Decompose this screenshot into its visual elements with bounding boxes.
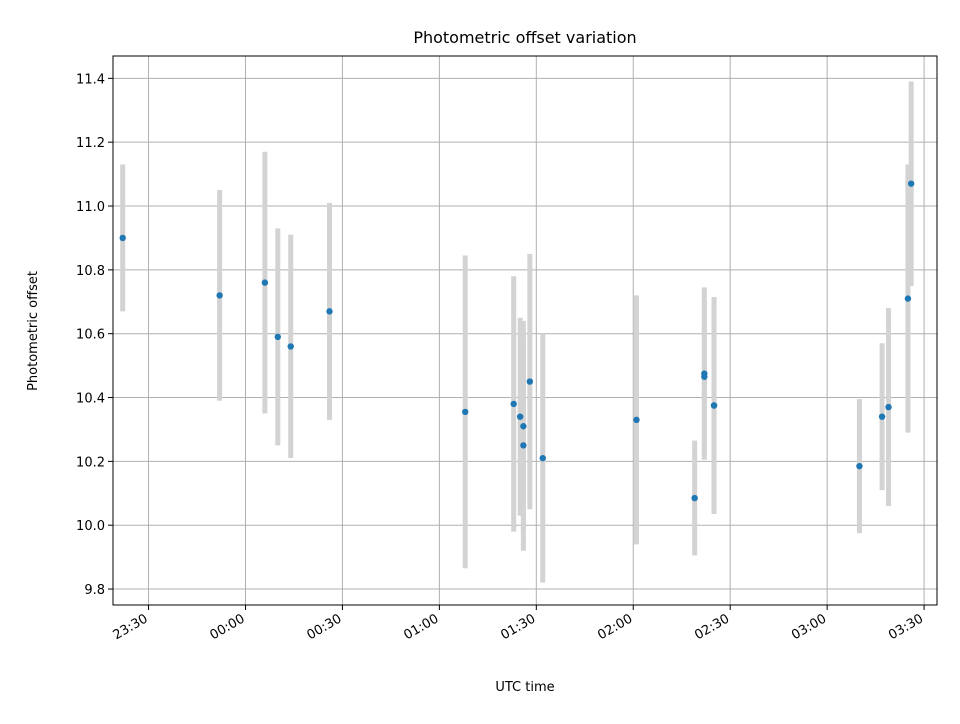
data-point (539, 454, 546, 462)
data-point (691, 494, 698, 502)
data-point (274, 333, 281, 341)
y-tick-label: 10.2 (76, 455, 105, 470)
data-point (216, 292, 223, 299)
data-point (520, 423, 527, 430)
data-point (516, 413, 524, 420)
data-points (119, 180, 915, 502)
data-point (701, 370, 708, 377)
y-tick-label: 11.2 (76, 136, 105, 151)
data-point (261, 279, 269, 286)
data-point (326, 308, 333, 315)
y-axis-label: Photometric offset (26, 271, 41, 391)
data-point (710, 402, 718, 409)
data-point (904, 295, 912, 302)
y-tick-label: 10.0 (76, 519, 105, 534)
data-point (119, 234, 126, 242)
y-tick-label: 11.4 (76, 72, 105, 87)
data-point (520, 442, 527, 449)
y-tick-label: 10.4 (76, 392, 105, 407)
y-tick-label: 10.8 (76, 264, 105, 279)
data-point (462, 408, 469, 416)
y-tick-label: 11.0 (76, 200, 105, 215)
x-axis-label: UTC time (495, 680, 554, 695)
y-tick-label: 9.8 (84, 583, 105, 598)
data-point (885, 403, 892, 411)
data-point (510, 400, 517, 408)
data-point (287, 343, 294, 350)
data-point (878, 413, 886, 420)
data-point (856, 462, 863, 470)
y-tick-label: 10.6 (76, 328, 105, 343)
plot-frame (112, 55, 938, 606)
chart-title: Photometric offset variation (413, 28, 636, 47)
data-point (907, 180, 915, 187)
data-point (633, 416, 640, 424)
data-point (526, 378, 534, 385)
y-axis-ticks: 9.8 10.0 10.2 10.4 10.6 10.8 11.0 11.2 11.4 (76, 72, 113, 598)
